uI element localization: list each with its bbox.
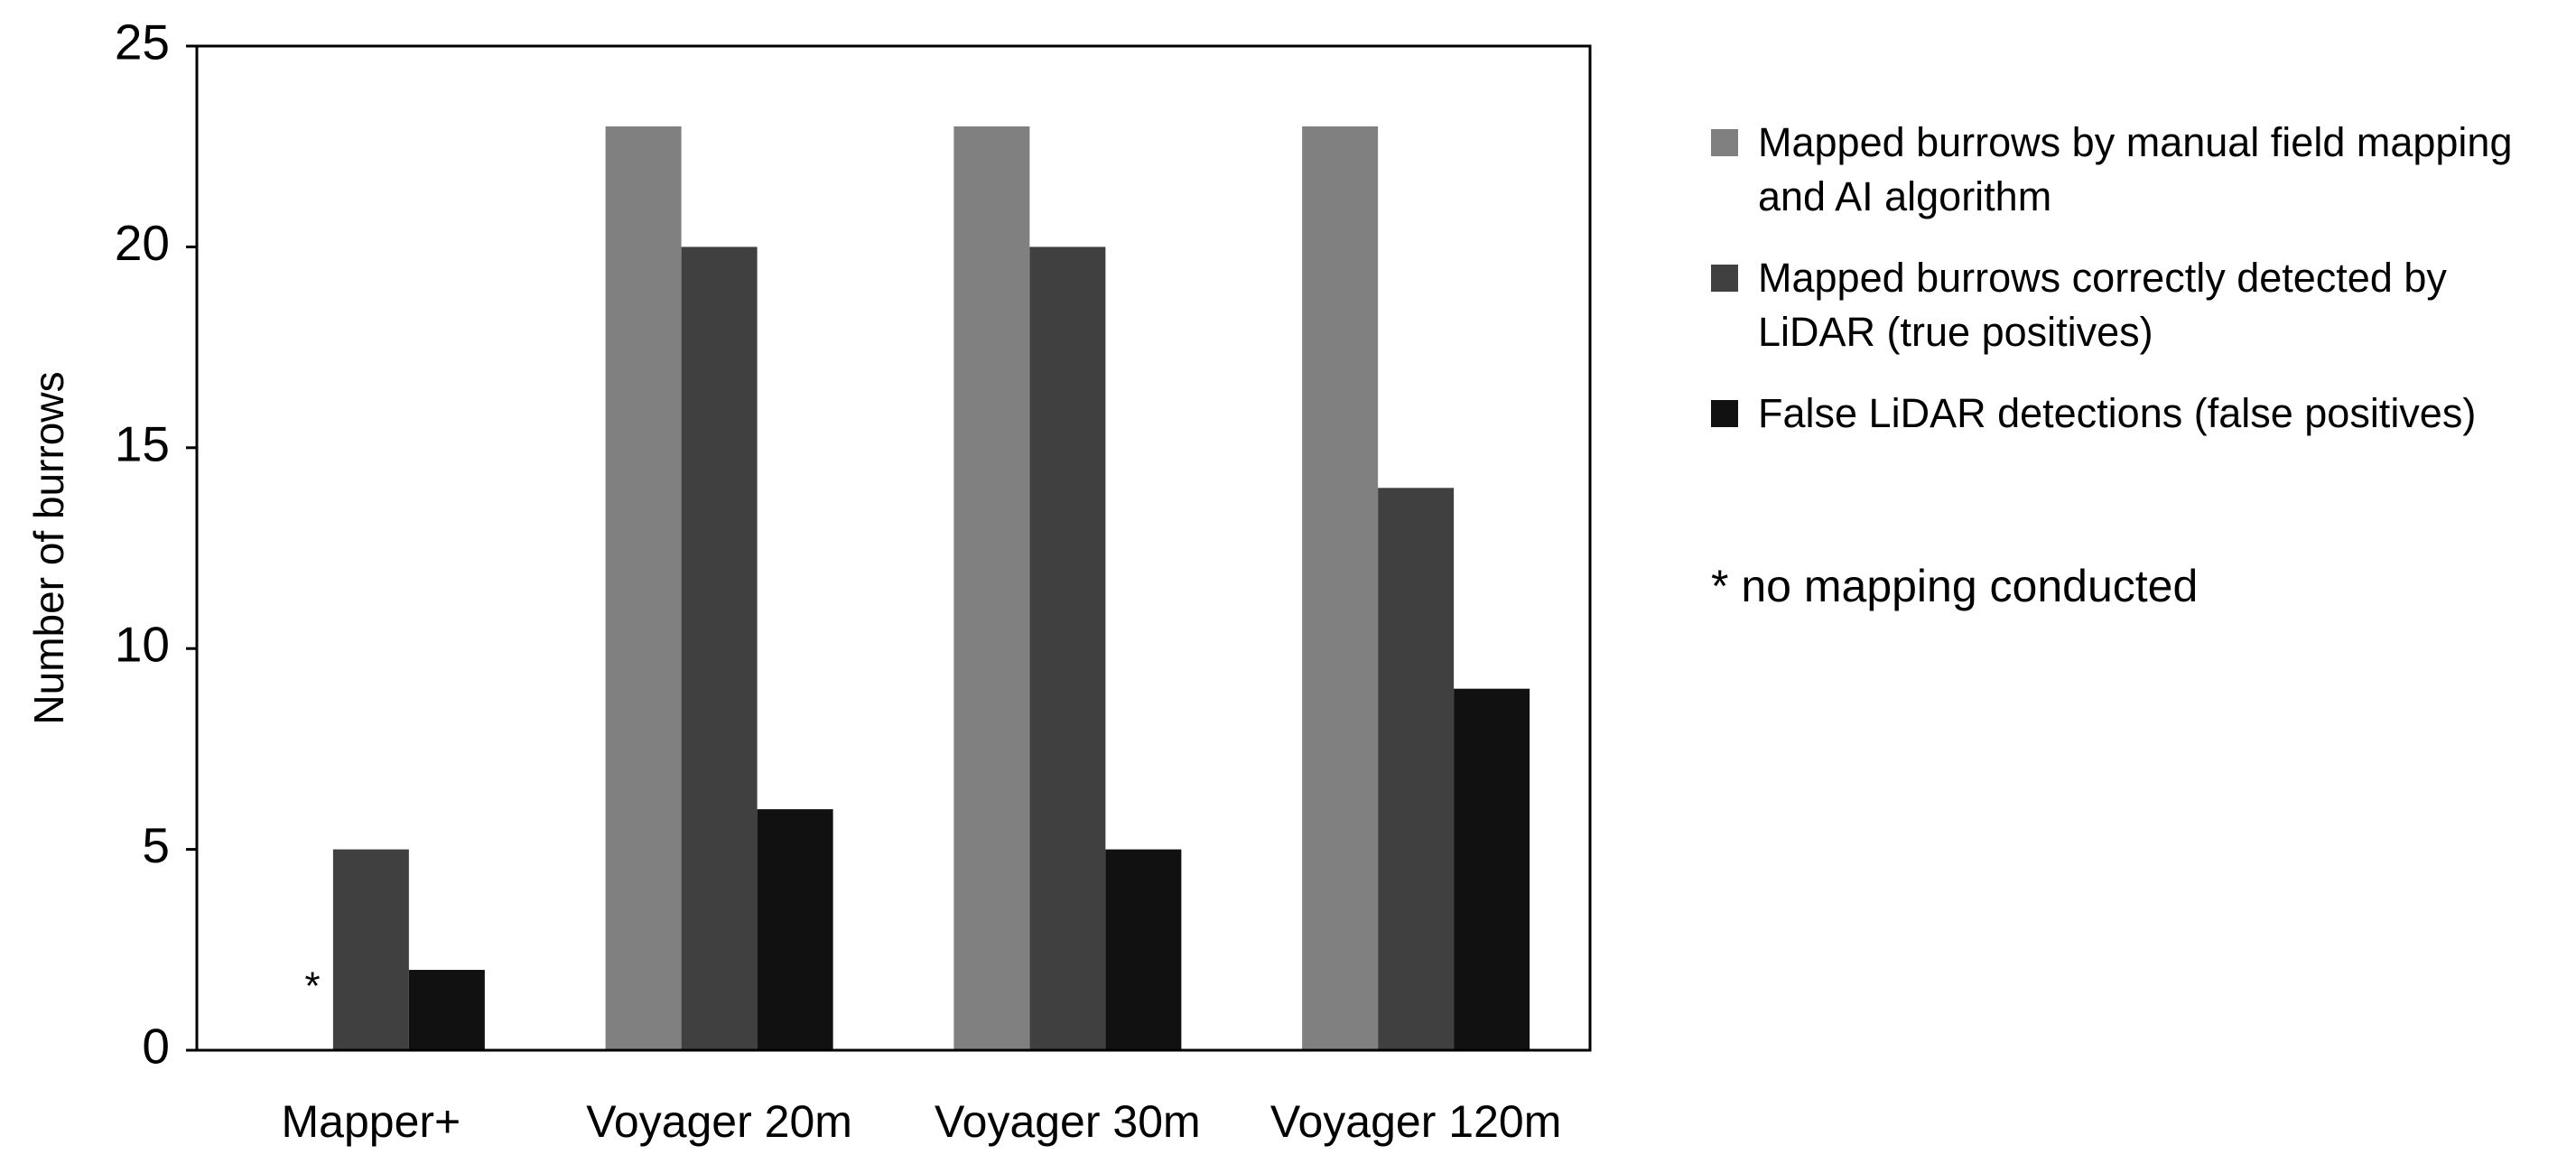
x-tick-label: Mapper+ [282,1096,461,1147]
y-tick-label: 5 [142,817,170,873]
bar [757,809,833,1050]
bar [1302,126,1379,1050]
legend-label: False LiDAR detections (false positives) [1758,390,2477,436]
bar [408,970,485,1050]
bar [681,247,758,1050]
legend-swatch [1711,265,1738,292]
plot-frame [195,44,1592,1052]
legend: Mapped burrows by manual field mapping a… [1711,116,2551,468]
y-tick-label: 15 [115,415,170,471]
y-tick-label: 25 [115,14,170,70]
legend-swatch [1711,129,1738,156]
y-axis-label: Number of burrows [25,371,72,724]
bar [953,126,1030,1050]
y-tick-label: 0 [142,1019,170,1075]
legend-entry: Mapped burrows correctly detected by LiD… [1711,251,2551,359]
legend-note: * no mapping conducted [1711,561,2199,611]
x-tick-label: Voyager 120m [1270,1096,1561,1147]
bar [1378,488,1455,1050]
y-tick-label: 20 [115,215,170,271]
x-tick-label: Voyager 30m [935,1096,1201,1147]
legend-swatch [1711,400,1738,427]
y-tick-label: 10 [115,617,170,673]
legend-entry: False LiDAR detections (false positives) [1711,386,2551,441]
legend-label: Mapped burrows correctly detected by LiD… [1758,255,2447,355]
bar [1454,688,1530,1050]
bar [605,126,682,1050]
legend-entry: Mapped burrows by manual field mapping a… [1711,116,2551,224]
annotation: * [304,964,320,1009]
x-tick-label: Voyager 20m [586,1096,852,1147]
bar [1105,849,1182,1050]
bar [1029,247,1106,1050]
bar [332,849,409,1050]
legend-label: Mapped burrows by manual field mapping a… [1758,119,2513,219]
